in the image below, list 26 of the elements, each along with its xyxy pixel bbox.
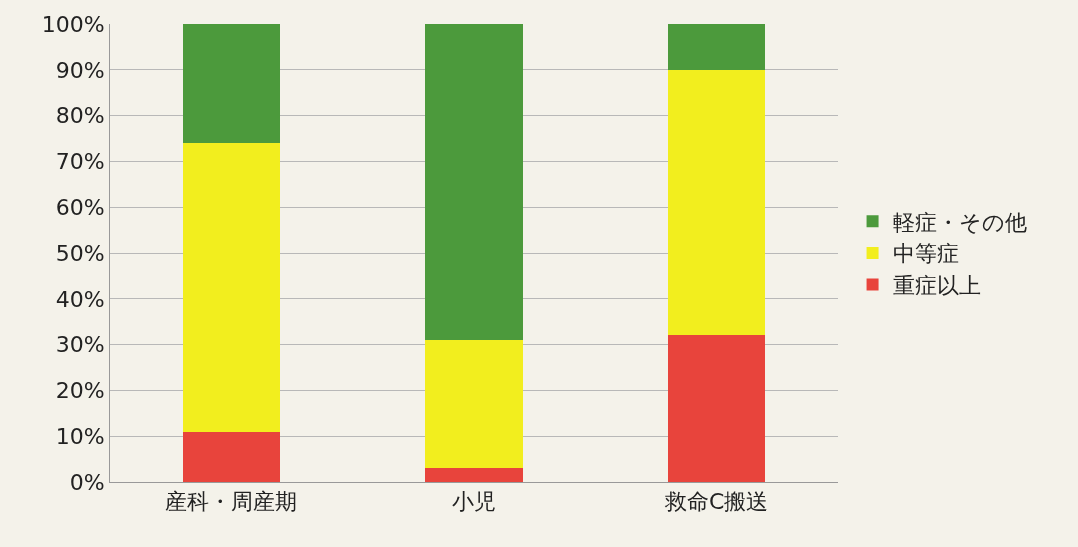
bar [425, 24, 523, 341]
legend-label: 中等症 [892, 241, 959, 267]
x-tick-label: 産科・周産期 [165, 489, 298, 515]
bar [668, 335, 766, 482]
y-tick-label: 100% [41, 11, 105, 37]
y-tick-label: 80% [55, 103, 105, 129]
x-tick-label: 救命C搬送 [663, 489, 769, 515]
y-tick-label: 10% [55, 423, 105, 449]
legend-label: 軽症・その他 [892, 209, 1027, 235]
x-tick-label: 小児 [452, 489, 496, 515]
y-tick-label: 70% [55, 149, 105, 175]
y-tick-label: 20% [55, 378, 105, 404]
bar [182, 24, 280, 144]
y-tick-label: 40% [55, 286, 105, 312]
bar [668, 69, 766, 336]
y-tick-label: 50% [55, 240, 105, 266]
bar [182, 143, 280, 432]
y-tick-label: 90% [55, 57, 105, 83]
y-tick-label: 30% [55, 332, 105, 358]
bar [182, 431, 280, 482]
y-tick-label: 60% [55, 194, 105, 220]
bar [668, 24, 766, 70]
bar [425, 340, 523, 469]
bar [425, 468, 523, 482]
legend-label: 重症以上 [892, 273, 981, 299]
y-tick-label: 0% [69, 469, 105, 495]
